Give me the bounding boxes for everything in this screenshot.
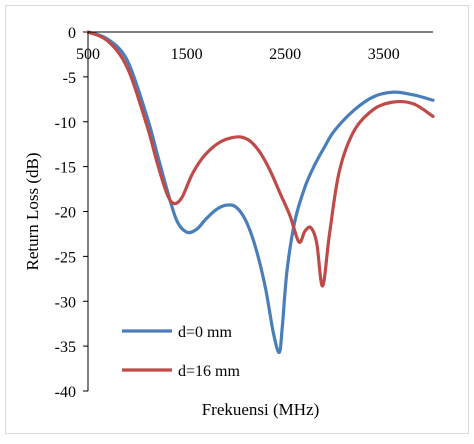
y-axis-title: Return Loss (dB) <box>23 152 42 270</box>
x-axis-title: Frekuensi (MHz) <box>202 400 320 419</box>
legend-label: d=0 mm <box>178 324 232 341</box>
x-tick-label: 1500 <box>171 46 203 63</box>
legend: d=0 mm d=16 mm <box>122 324 240 380</box>
series-lines <box>86 30 435 355</box>
y-tick-label: -10 <box>55 115 76 132</box>
y-tick-label: -30 <box>55 294 76 311</box>
y-tick-label: -25 <box>55 249 76 266</box>
y-tick-label: -15 <box>55 160 76 177</box>
y-tick-label: -5 <box>63 70 76 87</box>
y-tick-label: -20 <box>55 205 76 222</box>
x-tick-label: 3500 <box>368 46 400 63</box>
y-tick-label: -35 <box>55 339 76 356</box>
y-tick-label: 0 <box>68 25 76 42</box>
x-tick-label: 2500 <box>269 46 301 63</box>
chart-border <box>5 5 469 434</box>
y-tick-label: -40 <box>55 384 76 401</box>
y-axis-tick-labels: 0 -5 -10 -15 -20 -25 -30 -35 -40 <box>55 25 76 401</box>
series-line-2 <box>86 30 435 288</box>
series-line-1 <box>86 30 435 355</box>
legend-label: d=16 mm <box>178 363 240 380</box>
